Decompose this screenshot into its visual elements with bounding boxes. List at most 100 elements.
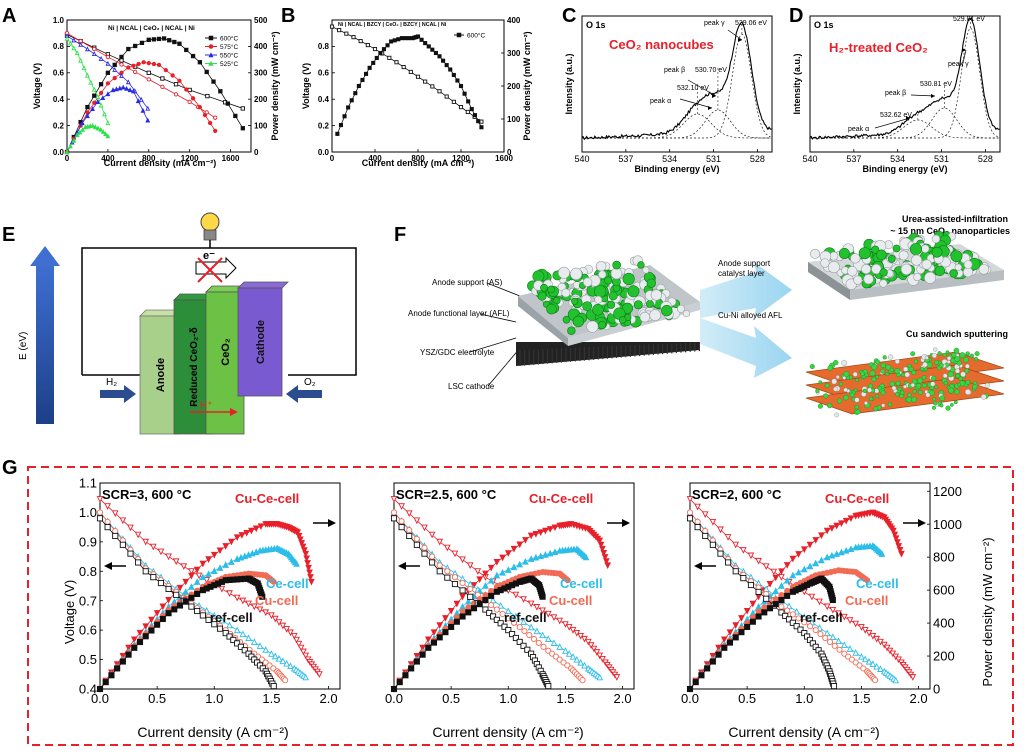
- data-point: [211, 79, 216, 84]
- white-particle: [946, 356, 952, 361]
- green-particle: [969, 353, 974, 358]
- data-point: [256, 606, 264, 614]
- data-point: [67, 40, 73, 46]
- green-particle: [567, 326, 576, 335]
- data-point: [188, 568, 195, 575]
- data-point: [749, 600, 757, 608]
- data-point: [188, 583, 195, 590]
- cell-label: Ce-cell: [856, 576, 899, 591]
- data-point: [704, 665, 711, 672]
- data-point: [85, 113, 90, 119]
- x-tick-label: 0: [65, 154, 70, 163]
- data-point: [542, 551, 549, 558]
- green-particle: [921, 375, 927, 380]
- white-particle: [854, 397, 860, 403]
- data-point: [545, 683, 552, 690]
- data-point: [337, 28, 342, 33]
- data-point: [132, 43, 138, 49]
- data-point: [694, 503, 701, 511]
- y-tick-label: 1.0: [53, 16, 65, 25]
- data-point: [131, 88, 136, 94]
- data-point: [778, 574, 785, 581]
- y-tick-label: 0.6: [318, 69, 330, 78]
- data-point: [329, 24, 335, 29]
- series-525°C: [64, 35, 111, 155]
- data-point: [104, 518, 111, 525]
- data-point: [458, 105, 464, 110]
- green-particle: [900, 390, 905, 395]
- data-point: [216, 564, 224, 571]
- data-point: [482, 592, 489, 599]
- data-point: [823, 527, 831, 535]
- data-point: [441, 58, 446, 63]
- white-particle: [913, 273, 922, 282]
- xps-component: [810, 107, 999, 139]
- data-point: [516, 560, 524, 568]
- data-point: [210, 611, 218, 619]
- green-particle: [880, 362, 887, 369]
- data-point: [822, 634, 829, 642]
- data-point: [233, 594, 241, 602]
- green-particle: [937, 351, 942, 356]
- data-point: [762, 563, 770, 570]
- xps-component: [582, 109, 771, 139]
- green-particle: [646, 299, 654, 308]
- green-particle: [897, 386, 902, 391]
- data-point: [120, 84, 126, 90]
- data-point: [694, 518, 701, 525]
- data-point: [852, 620, 860, 628]
- xps-component: [810, 119, 999, 139]
- data-point: [789, 571, 797, 579]
- data-point: [686, 685, 694, 693]
- data-point: [569, 653, 577, 660]
- data-point: [726, 629, 734, 637]
- y-tick-label: 0.9: [79, 534, 97, 549]
- data-point: [135, 98, 141, 104]
- ceo2-label: CeO₂: [220, 338, 232, 366]
- data-point: [596, 652, 604, 660]
- panel-a-chart: Ni | NCAL | CeO₂ | NCAL | Ni Current den…: [32, 19, 280, 168]
- data-point: [243, 529, 250, 537]
- data-point: [421, 524, 428, 532]
- white-particle: [898, 250, 909, 261]
- xps-component: [582, 113, 771, 139]
- data-point: [112, 62, 117, 68]
- data-point: [604, 562, 612, 570]
- panel-g-xlabel-1: Current density (A cm⁻²): [137, 724, 288, 740]
- right-top-title-1: Urea-assisted-infiltration: [902, 214, 1008, 224]
- data-point: [119, 62, 124, 67]
- data-point: [161, 36, 167, 41]
- data-point: [279, 622, 287, 630]
- data-point: [600, 549, 608, 557]
- data-point: [111, 510, 119, 518]
- cathode-layer: [237, 287, 283, 397]
- data-point: [789, 611, 796, 618]
- data-point: [865, 657, 873, 665]
- data-point: [562, 647, 569, 654]
- data-point: [233, 113, 238, 119]
- white-particle: [843, 387, 848, 393]
- y2-tick-label: 1000: [933, 517, 962, 532]
- data-point: [71, 45, 77, 51]
- left-axis-arrowhead: [398, 562, 406, 570]
- cell-label: Cu-cell: [255, 593, 298, 608]
- data-point: [835, 637, 842, 644]
- x-tick-label: 1.0: [499, 691, 517, 706]
- green-particle: [661, 305, 673, 317]
- data-point: [749, 618, 756, 625]
- data-point: [230, 636, 237, 644]
- data-point: [596, 537, 604, 545]
- green-particle: [917, 390, 923, 395]
- data-point: [390, 509, 398, 516]
- green-particle: [911, 396, 918, 403]
- data-point: [846, 645, 854, 652]
- arrow-to-alloyed-afl: [700, 318, 792, 378]
- data-point: [778, 609, 785, 616]
- data-point: [268, 650, 275, 657]
- data-point: [297, 536, 304, 544]
- green-particle: [621, 302, 634, 314]
- data-point: [197, 60, 203, 65]
- data-point: [551, 548, 559, 555]
- green-particle: [612, 260, 621, 270]
